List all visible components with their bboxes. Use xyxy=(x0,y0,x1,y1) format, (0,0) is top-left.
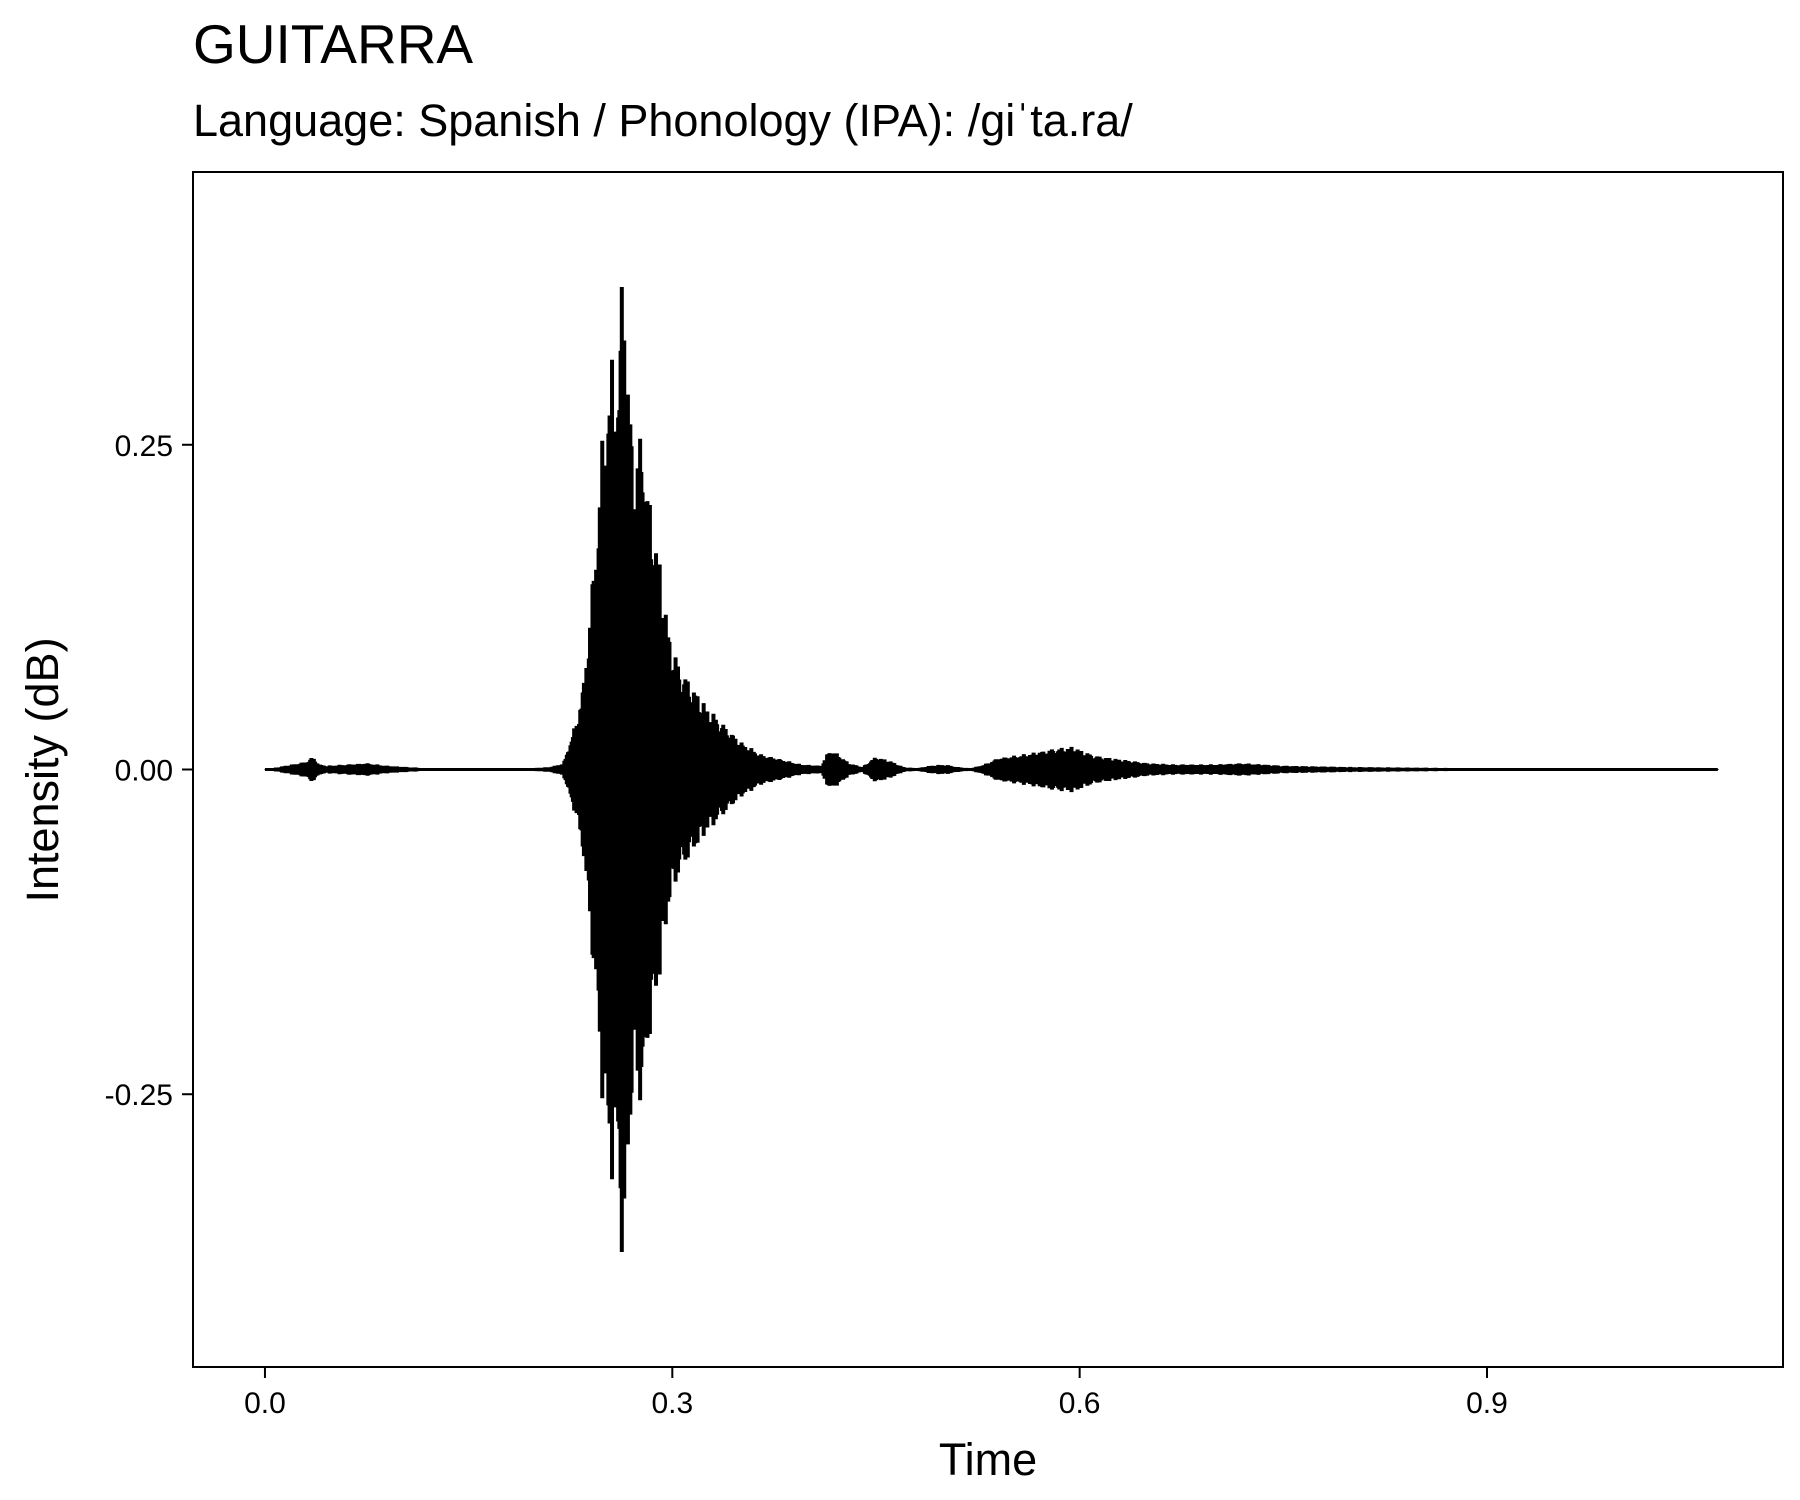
x-axis: 0.0 0.3 0.6 0.9 xyxy=(244,1367,1508,1420)
waveform-series xyxy=(264,286,1719,1253)
y-tick-label: -0.25 xyxy=(105,1079,173,1112)
y-axis-title: Intensity (dB) xyxy=(17,637,68,902)
x-tick-label: 0.3 xyxy=(651,1387,693,1420)
x-axis-title: Time xyxy=(939,1434,1037,1485)
x-tick-label: 0.9 xyxy=(1466,1387,1508,1420)
chart-subtitle: Language: Spanish / Phonology (IPA): /gi… xyxy=(193,95,1133,146)
x-tick-label: 0.0 xyxy=(244,1387,286,1420)
y-axis: 0.25 0.00 -0.25 xyxy=(105,430,193,1112)
y-tick-label: 0.25 xyxy=(115,430,173,463)
y-tick-label: 0.00 xyxy=(115,755,173,788)
x-tick-label: 0.6 xyxy=(1059,1387,1101,1420)
chart-title: GUITARRA xyxy=(193,13,474,75)
